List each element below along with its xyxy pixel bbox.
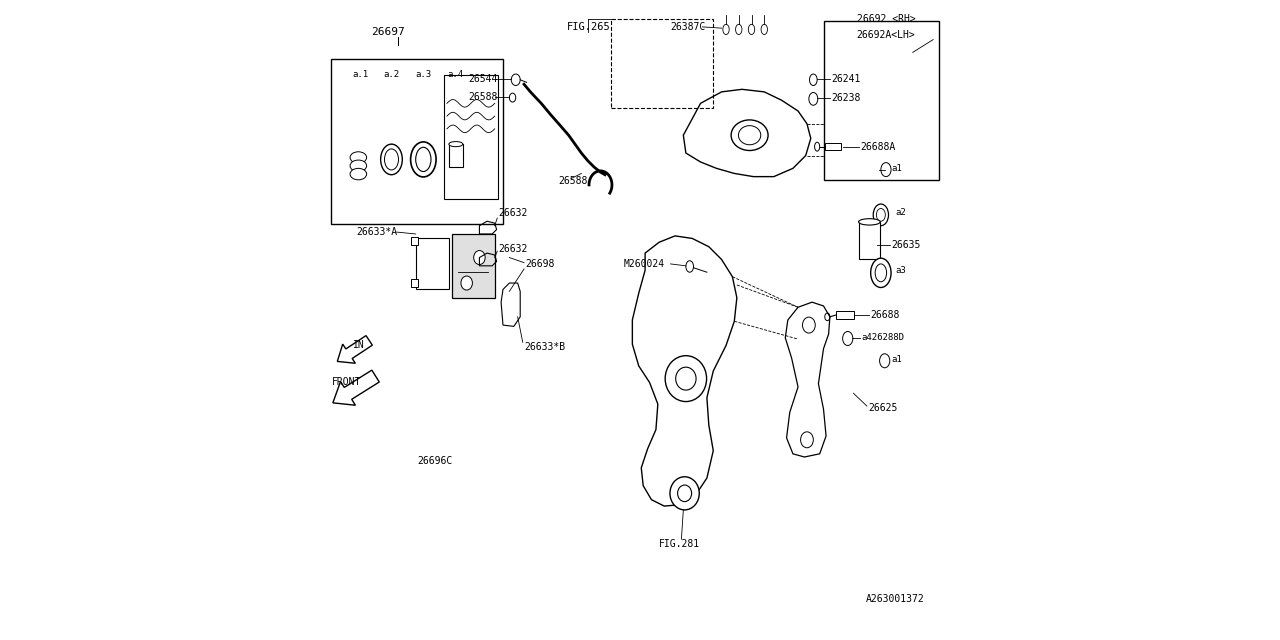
Text: 26697: 26697 (371, 27, 404, 37)
Polygon shape (452, 234, 494, 298)
Text: a426288D: a426288D (861, 333, 905, 342)
Ellipse shape (349, 152, 366, 163)
Ellipse shape (731, 120, 768, 150)
Text: 26625: 26625 (868, 403, 897, 413)
Ellipse shape (669, 477, 699, 510)
Ellipse shape (474, 250, 485, 264)
Text: 26692A<LH>: 26692A<LH> (856, 29, 915, 40)
Text: 26238: 26238 (831, 93, 860, 103)
Bar (411, 237, 417, 245)
Text: 26387C: 26387C (671, 22, 705, 32)
Text: FIG.265: FIG.265 (567, 22, 611, 32)
Text: a.1: a.1 (352, 70, 369, 79)
Ellipse shape (511, 74, 520, 86)
Text: 26635: 26635 (892, 240, 922, 250)
Text: a.2: a.2 (384, 70, 399, 79)
Ellipse shape (349, 160, 366, 172)
Ellipse shape (876, 264, 887, 282)
Text: a3: a3 (895, 266, 906, 275)
Text: 26633*B: 26633*B (524, 342, 566, 352)
Text: FRONT: FRONT (332, 378, 361, 387)
Text: 26692 <RH>: 26692 <RH> (856, 14, 915, 24)
Text: 26241: 26241 (831, 74, 860, 84)
Ellipse shape (723, 24, 730, 35)
Ellipse shape (349, 168, 366, 180)
Ellipse shape (749, 24, 755, 35)
Text: a1: a1 (892, 164, 902, 173)
Ellipse shape (676, 367, 696, 390)
Ellipse shape (677, 485, 691, 502)
Ellipse shape (739, 125, 760, 145)
Text: 26688: 26688 (870, 310, 900, 320)
Ellipse shape (873, 204, 888, 226)
Text: 26633*A: 26633*A (356, 227, 398, 237)
Ellipse shape (800, 432, 813, 448)
Bar (859, 222, 881, 259)
Text: M260024: M260024 (625, 259, 666, 269)
Text: 26544: 26544 (468, 74, 498, 84)
Text: a.4: a.4 (448, 70, 463, 79)
Text: a1: a1 (892, 355, 902, 364)
Text: a2: a2 (895, 209, 906, 218)
Ellipse shape (824, 313, 829, 321)
Bar (449, 144, 463, 167)
Text: FIG.281: FIG.281 (659, 540, 700, 549)
Text: 26698: 26698 (525, 259, 554, 269)
Text: 26688A: 26688A (860, 141, 895, 152)
Text: A263001372: A263001372 (867, 594, 925, 604)
Text: IN: IN (353, 340, 365, 351)
Ellipse shape (416, 147, 431, 172)
Bar (612, 19, 713, 108)
Ellipse shape (870, 258, 891, 287)
Ellipse shape (881, 163, 891, 177)
Ellipse shape (814, 142, 819, 151)
Bar (836, 311, 854, 319)
Ellipse shape (666, 356, 707, 401)
Ellipse shape (449, 141, 463, 147)
Ellipse shape (461, 276, 472, 290)
Ellipse shape (809, 74, 817, 86)
Text: a.3: a.3 (416, 70, 431, 79)
Text: 26588: 26588 (558, 176, 588, 186)
Ellipse shape (380, 144, 402, 175)
Text: 26588: 26588 (468, 92, 498, 102)
Bar (444, 75, 498, 199)
Bar (824, 143, 841, 150)
Ellipse shape (411, 142, 436, 177)
Bar (411, 279, 417, 287)
Ellipse shape (803, 317, 815, 333)
Ellipse shape (842, 332, 852, 346)
Text: 26632: 26632 (498, 244, 527, 253)
Ellipse shape (384, 149, 398, 170)
Ellipse shape (686, 260, 694, 272)
Text: 26696C: 26696C (417, 456, 452, 467)
Text: 26632: 26632 (498, 208, 527, 218)
Bar (823, 20, 940, 180)
Ellipse shape (859, 219, 881, 225)
Ellipse shape (736, 24, 742, 35)
Ellipse shape (509, 93, 516, 102)
Ellipse shape (877, 209, 886, 221)
Ellipse shape (809, 93, 818, 105)
Ellipse shape (879, 354, 890, 368)
Bar (332, 59, 503, 225)
Ellipse shape (762, 24, 768, 35)
